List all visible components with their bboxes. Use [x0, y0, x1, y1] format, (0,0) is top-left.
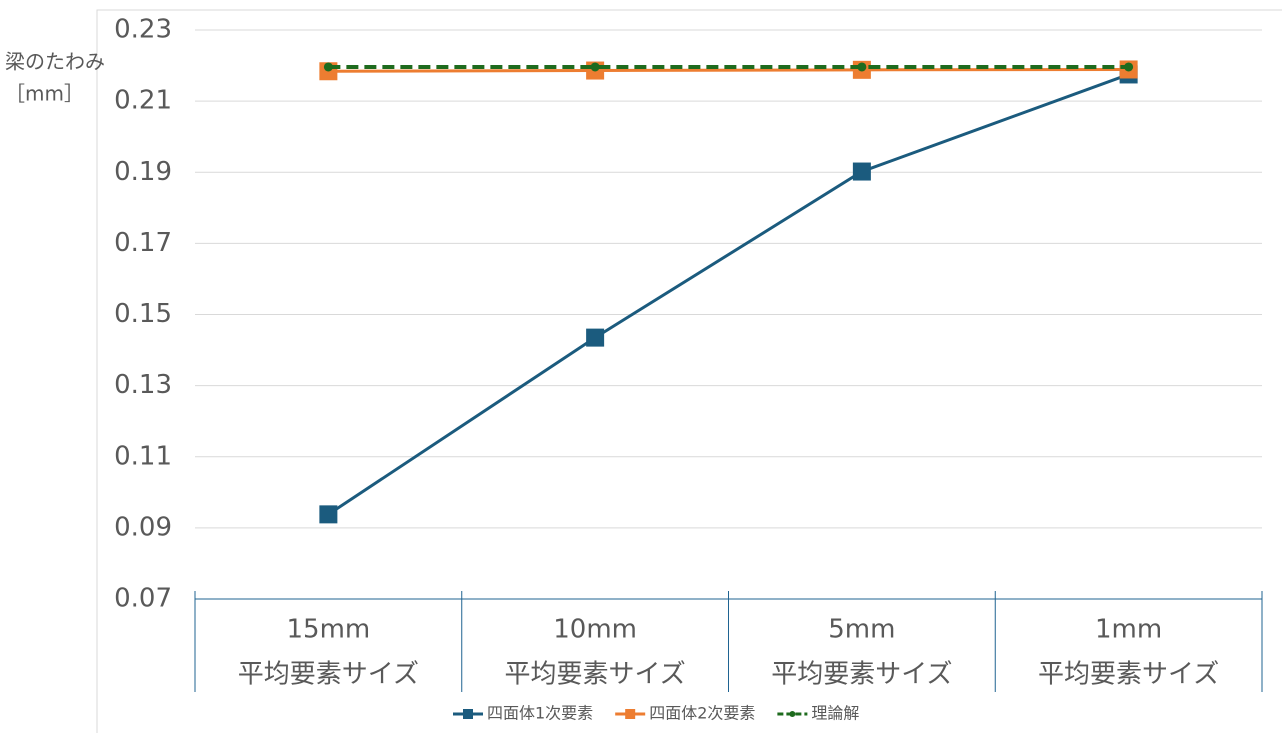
x-tick-label: 平均要素サイズ [771, 660, 952, 690]
y-tick-label: 0.17 [114, 228, 172, 258]
y-tick-label: 0.11 [114, 441, 172, 471]
legend-marker [463, 709, 473, 719]
marker [852, 162, 871, 181]
y-tick-label: 0.09 [114, 512, 172, 542]
marker [319, 505, 338, 524]
marker [586, 328, 605, 347]
x-tick-label: 10mm [553, 615, 637, 645]
legend-marker [789, 711, 796, 717]
marker [1124, 62, 1134, 72]
x-tick-label: 15mm [287, 615, 371, 645]
y-tick-label: 0.23 [114, 15, 172, 45]
y-tick-label: 0.15 [114, 299, 172, 329]
x-tick-label: 1mm [1095, 615, 1162, 645]
legend-label: 四面体1次要素 [487, 704, 593, 723]
y-tick-label: 0.07 [114, 584, 172, 614]
x-tick-label: 5mm [828, 615, 895, 645]
y-axis-label: ［mm］ [5, 82, 84, 106]
x-tick-label: 平均要素サイズ [238, 660, 419, 690]
legend-label: 理論解 [811, 704, 859, 723]
y-axis-label: 梁のたわみ [5, 50, 105, 74]
chart-frame [96, 9, 1282, 733]
y-tick-label: 0.21 [114, 86, 172, 116]
series-line [328, 67, 1129, 73]
marker [590, 62, 600, 72]
marker [323, 62, 333, 72]
y-tick-label: 0.19 [114, 157, 172, 187]
x-tick-label: 平均要素サイズ [505, 660, 686, 690]
x-tick-label: 平均要素サイズ [1038, 660, 1219, 690]
series-line [327, 73, 1130, 516]
marker [857, 62, 867, 72]
y-tick-label: 0.13 [114, 370, 172, 400]
legend-marker [625, 709, 636, 719]
legend-label: 四面体2次要素 [649, 704, 755, 723]
